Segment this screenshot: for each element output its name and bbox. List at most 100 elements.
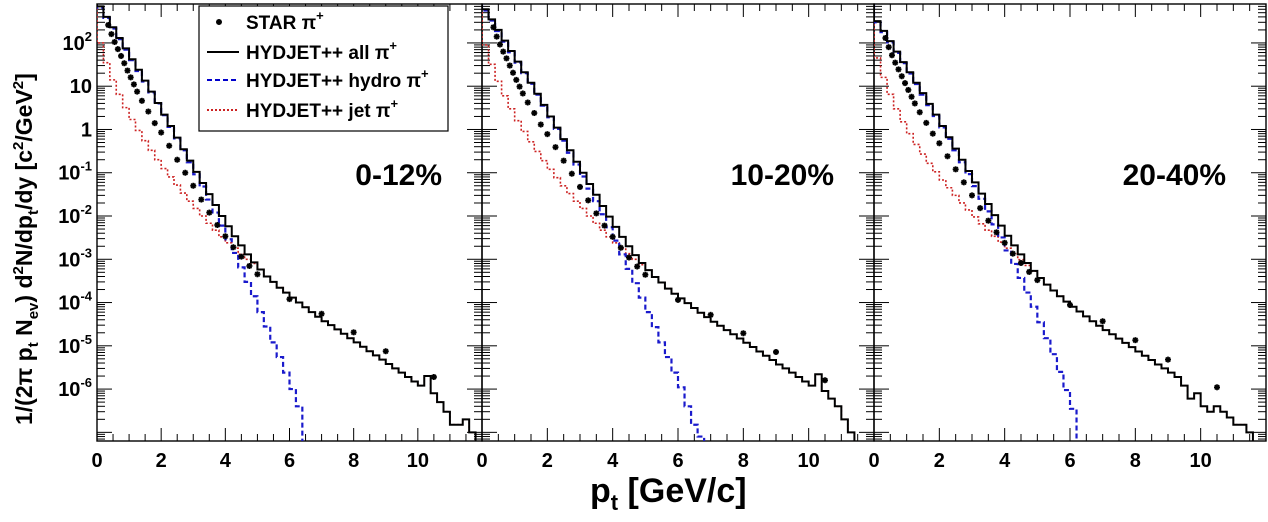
star-data-point <box>145 108 152 115</box>
x-tick-label: 8 <box>738 450 749 472</box>
x-axis-title: pt [GeV/c] <box>590 472 747 515</box>
star-data-point <box>593 210 600 217</box>
panel-plot-area <box>874 4 1254 441</box>
x-tick-label: 2 <box>542 450 553 472</box>
x-tick-label: 6 <box>1064 450 1075 472</box>
series-hydro-pi-plus <box>482 4 706 441</box>
star-data-point <box>118 52 125 59</box>
star-data-point <box>1067 301 1073 308</box>
series-all-pi-plus <box>482 4 856 441</box>
series-all-pi-plus <box>97 4 477 441</box>
star-data-point <box>1165 356 1171 363</box>
star-data-point <box>130 81 137 88</box>
star-data-point <box>230 244 237 251</box>
legend-entry: STAR π+ <box>216 8 324 34</box>
star-data-point <box>318 310 325 317</box>
star-data-point <box>936 140 943 147</box>
legend-entry: HYDJET++ jet π+ <box>207 96 398 122</box>
y-tick-label: 10-2 <box>58 202 92 228</box>
x-tick-label: 0 <box>476 450 487 472</box>
y-axis-title: 1/(2π pt Nev) d2N/dpt/dy [c2/GeV2] <box>10 73 42 425</box>
star-data-point <box>166 142 173 149</box>
star-data-point <box>138 97 145 104</box>
star-data-point <box>222 233 229 240</box>
star-data-point <box>944 153 951 160</box>
legend: STAR π+ HYDJET++ all π+HYDJET++ hydro π+ H… <box>198 5 449 132</box>
star-data-point <box>1099 318 1106 325</box>
star-data-point <box>822 377 828 384</box>
panel-centrality-label: 0-12% <box>355 159 442 192</box>
star-data-point <box>516 83 523 90</box>
star-data-point <box>960 179 967 186</box>
x-tick-label: 0 <box>91 450 102 472</box>
star-data-point <box>560 157 567 164</box>
y-tick-label: 10-6 <box>58 375 92 401</box>
star-data-point <box>773 348 779 355</box>
series-star-pi-plus <box>882 35 1220 391</box>
x-tick-label: 8 <box>1130 450 1141 472</box>
star-data-point <box>151 120 158 127</box>
star-data-point <box>382 348 389 355</box>
panels: 0-12% 10-20% 20-40% <box>96 3 1267 442</box>
star-data-point <box>544 131 551 138</box>
star-data-point <box>707 311 714 318</box>
star-data-point <box>206 209 213 216</box>
star-data-point <box>601 222 608 229</box>
star-data-point <box>182 169 189 176</box>
panel-centrality-label: 10-20% <box>731 159 834 192</box>
star-data-point <box>134 88 141 95</box>
star-data-point <box>500 48 507 55</box>
star-data-point <box>740 330 747 337</box>
star-data-point <box>531 110 538 117</box>
panel-plot-area <box>97 4 477 441</box>
star-data-point <box>493 33 500 40</box>
star-data-point <box>214 221 221 228</box>
legend-label: STAR π+ <box>246 8 324 34</box>
star-data-point <box>490 24 497 31</box>
star-data-point <box>1009 250 1016 257</box>
star-data-point <box>892 59 899 66</box>
x-axis-title-main: p <box>590 472 611 510</box>
star-data-point <box>929 130 936 137</box>
x-tick-label: 0 <box>868 450 879 472</box>
star-data-point <box>905 86 912 93</box>
legend-label: HYDJET++ all π+ <box>246 38 397 64</box>
star-data-point <box>908 93 915 100</box>
legend-label: HYDJET++ jet π+ <box>246 96 398 122</box>
star-data-point <box>1018 260 1024 267</box>
x-axis-title-unit: [GeV/c] <box>618 472 746 510</box>
star-data-point <box>977 205 984 212</box>
star-data-point <box>124 67 131 74</box>
star-data-point <box>969 192 975 199</box>
star-data-point <box>519 90 526 97</box>
y-tick-label: 10-4 <box>58 289 93 315</box>
star-data-point <box>430 374 437 381</box>
star-data-point <box>902 80 909 87</box>
x-tick-label: 6 <box>284 450 295 472</box>
star-data-point <box>350 329 357 336</box>
x-tick-label: 4 <box>220 450 232 472</box>
x-tick-label: 8 <box>348 450 359 472</box>
legend-entry: HYDJET++ hydro π+ <box>207 66 429 92</box>
star-data-point <box>524 99 531 106</box>
star-data-point <box>993 229 1000 236</box>
star-data-point <box>585 197 592 204</box>
star-data-point <box>190 182 197 189</box>
star-data-point <box>238 253 245 260</box>
legend-label: HYDJET++ hydro π+ <box>246 66 429 92</box>
y-tick-label: 10-3 <box>58 245 92 271</box>
star-data-point <box>158 129 165 136</box>
star-data-point <box>198 196 205 203</box>
star-data-point <box>617 244 624 251</box>
star-data-point <box>174 156 181 163</box>
star-data-point <box>911 100 918 107</box>
star-data-point <box>496 41 503 48</box>
y-axis-labels: 102 10 1 10-1 10-2 10-3 10-4 10-5 10-6 <box>58 29 93 401</box>
star-data-point <box>1001 239 1008 246</box>
x-tick-label: 10 <box>798 450 820 472</box>
star-data-point <box>642 271 649 278</box>
x-tick-label: 4 <box>999 450 1011 472</box>
y-tick-label: 10-5 <box>58 332 92 358</box>
star-data-point <box>510 69 517 76</box>
